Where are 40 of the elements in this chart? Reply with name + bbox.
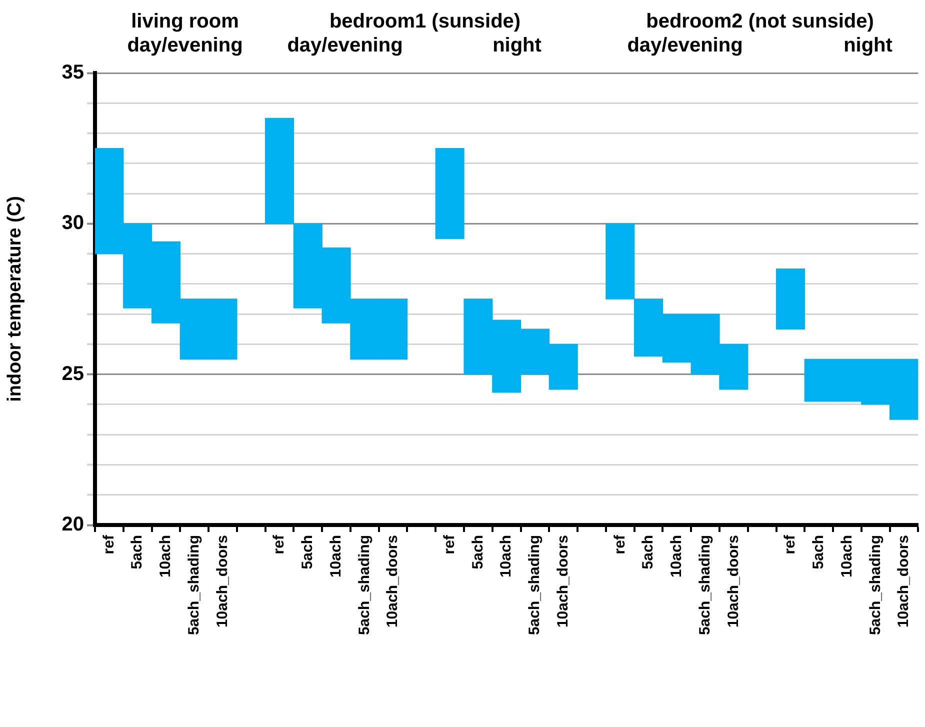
x-tick-label: 10ach: [838, 535, 856, 578]
x-tick-label: 10ach_doors: [895, 535, 912, 628]
text: day/evening: [627, 34, 743, 57]
x-tick-label: 5ach_shading: [526, 535, 544, 636]
x-tick-label: 5ach_shading: [185, 535, 202, 636]
x-tick-label: ref: [782, 534, 799, 554]
x-tick-label: 10ach: [668, 535, 686, 578]
x-tick-label: 5ach: [299, 535, 316, 570]
text: day/evening: [287, 34, 403, 57]
x-tick-label: ref: [440, 534, 458, 554]
x-tick-label: 5ach: [469, 535, 486, 570]
text: day/evening: [127, 34, 243, 57]
y-tick-label: 25: [62, 362, 84, 385]
x-tick-label: 10ach: [157, 535, 174, 578]
x-tick-label: 10ach_doors: [384, 535, 402, 628]
x-tick-label: ref: [611, 534, 628, 554]
text: night: [492, 34, 542, 57]
x-tick-label: ref: [100, 534, 118, 554]
y-axis-title: indoor temperature (C): [4, 196, 26, 402]
x-tick-label: 5ach_shading: [356, 535, 373, 636]
text: bedroom2 (not sunside): [646, 10, 874, 33]
x-tick-label: 5ach_shading: [866, 535, 884, 636]
x-tick-label: 5ach: [810, 535, 827, 570]
y-tick-label: 20: [62, 514, 84, 536]
text: bedroom1 (sunside): [329, 10, 521, 33]
x-tick-label: 5ach_shading: [696, 535, 714, 636]
y-tick-label: 30: [62, 212, 84, 234]
x-tick-label: 10ach_doors: [214, 535, 231, 628]
y-tick-label: 35: [62, 62, 84, 84]
x-tick-label: 5ach: [128, 535, 146, 570]
bar: [776, 268, 805, 330]
x-tick-label: 10ach: [327, 535, 344, 578]
x-tick-label: ref: [270, 534, 288, 554]
x-tick-label: 10ach: [498, 535, 515, 578]
bar: [435, 148, 464, 240]
text: living room: [131, 10, 239, 33]
x-tick-label: 10ach_doors: [724, 535, 742, 628]
x-tick-label: 5ach: [640, 535, 657, 570]
x-tick-label: 10ach_doors: [554, 535, 572, 628]
text: night: [844, 34, 893, 57]
